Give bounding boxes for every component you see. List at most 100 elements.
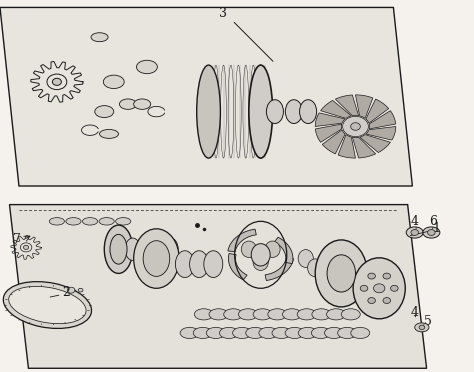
- Text: 7: 7: [13, 234, 20, 246]
- Ellipse shape: [353, 258, 405, 319]
- Ellipse shape: [91, 33, 108, 42]
- Ellipse shape: [337, 327, 356, 339]
- Ellipse shape: [249, 65, 273, 158]
- Ellipse shape: [190, 251, 209, 278]
- Ellipse shape: [411, 230, 419, 235]
- Ellipse shape: [197, 65, 220, 158]
- Ellipse shape: [110, 234, 127, 264]
- Ellipse shape: [82, 218, 98, 225]
- Ellipse shape: [251, 244, 270, 266]
- Ellipse shape: [327, 255, 356, 292]
- Ellipse shape: [9, 286, 86, 324]
- Text: 6: 6: [429, 215, 437, 228]
- Ellipse shape: [116, 218, 131, 225]
- Ellipse shape: [253, 309, 272, 320]
- Ellipse shape: [298, 327, 317, 339]
- Ellipse shape: [391, 285, 398, 291]
- Ellipse shape: [419, 325, 425, 330]
- Ellipse shape: [119, 99, 137, 109]
- Ellipse shape: [143, 241, 170, 276]
- Ellipse shape: [325, 327, 344, 339]
- Ellipse shape: [308, 259, 323, 277]
- Ellipse shape: [406, 227, 423, 238]
- Text: 2: 2: [63, 286, 70, 298]
- Ellipse shape: [204, 251, 223, 278]
- Ellipse shape: [163, 238, 178, 260]
- Text: 3: 3: [219, 7, 227, 19]
- Ellipse shape: [312, 309, 331, 320]
- Ellipse shape: [423, 227, 440, 238]
- Ellipse shape: [219, 327, 238, 339]
- Polygon shape: [0, 7, 412, 186]
- Polygon shape: [369, 111, 396, 129]
- Ellipse shape: [100, 129, 118, 138]
- Ellipse shape: [104, 225, 133, 273]
- Polygon shape: [9, 205, 427, 368]
- Ellipse shape: [144, 238, 159, 260]
- Ellipse shape: [224, 309, 243, 320]
- Ellipse shape: [297, 309, 316, 320]
- Ellipse shape: [259, 327, 278, 339]
- Polygon shape: [322, 130, 345, 154]
- Polygon shape: [338, 135, 356, 158]
- Ellipse shape: [311, 327, 330, 339]
- Ellipse shape: [266, 100, 283, 124]
- Ellipse shape: [351, 123, 360, 130]
- Ellipse shape: [268, 309, 287, 320]
- Ellipse shape: [246, 327, 264, 339]
- Polygon shape: [315, 124, 342, 142]
- Ellipse shape: [374, 284, 385, 293]
- Ellipse shape: [351, 327, 370, 339]
- Ellipse shape: [95, 106, 114, 118]
- Ellipse shape: [99, 218, 114, 225]
- Polygon shape: [366, 99, 389, 123]
- Ellipse shape: [134, 99, 151, 109]
- Ellipse shape: [315, 240, 367, 307]
- Ellipse shape: [175, 251, 194, 278]
- Ellipse shape: [49, 218, 64, 225]
- Polygon shape: [352, 137, 375, 158]
- Ellipse shape: [272, 327, 291, 339]
- Ellipse shape: [193, 327, 212, 339]
- Ellipse shape: [206, 327, 225, 339]
- Text: 4: 4: [411, 215, 419, 228]
- Text: 1: 1: [432, 222, 440, 235]
- Polygon shape: [228, 229, 256, 252]
- Ellipse shape: [415, 323, 429, 332]
- Ellipse shape: [137, 60, 157, 74]
- Ellipse shape: [233, 327, 252, 339]
- Ellipse shape: [253, 254, 268, 270]
- Ellipse shape: [300, 100, 317, 124]
- Ellipse shape: [67, 287, 75, 293]
- Ellipse shape: [265, 241, 280, 257]
- Ellipse shape: [428, 230, 435, 235]
- Ellipse shape: [327, 309, 346, 320]
- Polygon shape: [228, 253, 247, 280]
- Ellipse shape: [3, 282, 91, 328]
- Ellipse shape: [24, 246, 29, 250]
- Text: 4: 4: [411, 306, 419, 319]
- Ellipse shape: [180, 327, 199, 339]
- Ellipse shape: [368, 298, 375, 304]
- Polygon shape: [320, 100, 351, 118]
- Ellipse shape: [383, 298, 391, 304]
- Ellipse shape: [368, 273, 375, 279]
- Polygon shape: [315, 113, 345, 126]
- Ellipse shape: [343, 116, 368, 137]
- Ellipse shape: [78, 288, 83, 292]
- Ellipse shape: [194, 309, 213, 320]
- Ellipse shape: [241, 241, 256, 257]
- Ellipse shape: [285, 100, 302, 124]
- Polygon shape: [360, 135, 391, 153]
- Polygon shape: [336, 95, 359, 116]
- Polygon shape: [356, 95, 373, 118]
- Ellipse shape: [66, 218, 81, 225]
- Polygon shape: [274, 237, 293, 264]
- Ellipse shape: [134, 229, 179, 288]
- Ellipse shape: [209, 309, 228, 320]
- Ellipse shape: [283, 309, 301, 320]
- Ellipse shape: [341, 309, 360, 320]
- Polygon shape: [265, 258, 293, 280]
- Ellipse shape: [298, 250, 313, 267]
- Ellipse shape: [238, 309, 257, 320]
